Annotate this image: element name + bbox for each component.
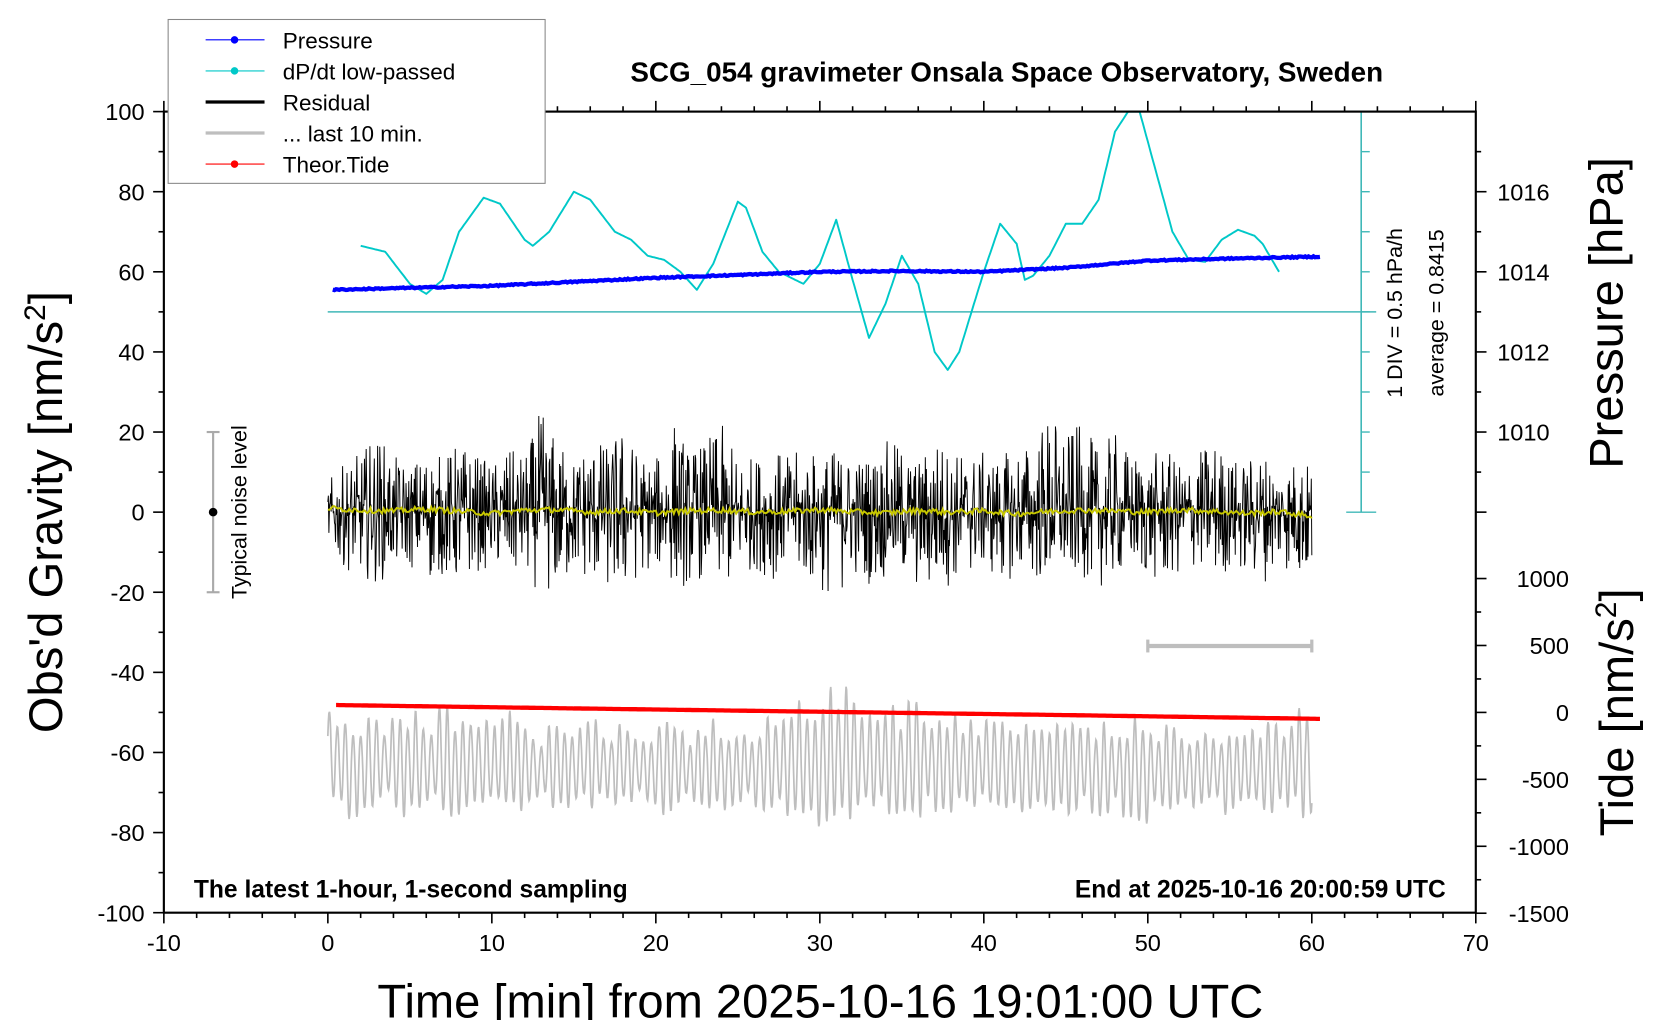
x-tick-label: 70 bbox=[1463, 930, 1489, 956]
smoothed-residual-line bbox=[327, 504, 1313, 519]
tide-tick-label: -500 bbox=[1522, 767, 1569, 793]
tide-tick-label: 0 bbox=[1556, 700, 1569, 726]
x-tick-label: 30 bbox=[807, 930, 833, 956]
y-axis-label-pressure: Pressure [hPa] bbox=[1580, 157, 1633, 469]
legend-swatch-dot bbox=[230, 67, 239, 75]
x-tick-label: 60 bbox=[1299, 930, 1325, 956]
x-tick-label: 10 bbox=[479, 930, 505, 956]
x-axis-label: Time [min] from 2025-10-16 19:01:00 UTC bbox=[377, 975, 1263, 1020]
noise-level-dot bbox=[208, 507, 218, 517]
y-tick-label: 80 bbox=[118, 179, 144, 205]
pressure-line bbox=[332, 253, 1321, 293]
tide-tick-label: 500 bbox=[1530, 633, 1569, 659]
annotation-bottom-left: The latest 1-hour, 1-second sampling bbox=[194, 877, 628, 904]
annotation-bottom-right: End at 2025-10-16 20:00:59 UTC bbox=[1075, 877, 1446, 904]
y-axis-label-gravity: Obs'd Gravity [nm/s2] bbox=[19, 291, 72, 733]
axes: -10 0 10 20 30 40 50 60 70-100-80-60-40-20020406… bbox=[97, 99, 1569, 956]
residual-line bbox=[327, 415, 1313, 591]
noise-level-label: Typical noise level bbox=[227, 425, 251, 599]
pressure-tick-label: 1014 bbox=[1497, 259, 1549, 285]
y-tick-label: -20 bbox=[111, 580, 145, 606]
y-tick-label: 100 bbox=[105, 99, 144, 125]
y-tick-label: -100 bbox=[97, 900, 144, 926]
y-tick-label: -40 bbox=[111, 660, 145, 686]
plot-marks bbox=[206, 110, 1377, 827]
legend-swatch-dot bbox=[230, 36, 239, 44]
tide-tick-label: 1000 bbox=[1517, 566, 1569, 592]
y-axis-label-tide: Tide [nm/s2] bbox=[1590, 588, 1643, 836]
chart-title: SCG_054 gravimeter Onsala Space Observat… bbox=[630, 57, 1383, 88]
legend-label: dP/dt low-passed bbox=[283, 59, 455, 84]
y-tick-label: 0 bbox=[131, 500, 144, 526]
y-tick-label: -80 bbox=[111, 820, 145, 846]
x-tick-label: 40 bbox=[971, 930, 997, 956]
dpdt-line bbox=[360, 110, 1280, 371]
x-tick-label: 0 bbox=[321, 930, 334, 956]
legend-label: Theor.Tide bbox=[283, 153, 390, 178]
x-tick-label: -10 bbox=[147, 930, 181, 956]
y-tick-label: 40 bbox=[118, 339, 144, 365]
legend-swatch-dot bbox=[230, 160, 239, 168]
x-tick-label: 20 bbox=[643, 930, 669, 956]
pressure-tick-label: 1016 bbox=[1497, 179, 1549, 205]
last-10-min-line bbox=[326, 686, 1313, 827]
x-tick-label: 50 bbox=[1135, 930, 1161, 956]
pressure-tick-label: 1012 bbox=[1497, 339, 1549, 365]
theoretical-tide-line bbox=[336, 702, 1320, 721]
y-tick-label: 60 bbox=[118, 259, 144, 285]
y-tick-label: -60 bbox=[111, 740, 145, 766]
legend-label: Residual bbox=[283, 91, 371, 116]
y-tick-label: 20 bbox=[118, 420, 144, 446]
dpdt-scale-label: 1 DIV = 0.5 hPa/h bbox=[1383, 228, 1407, 398]
legend-label: Pressure bbox=[283, 28, 373, 53]
dpdt-average-label: average = 0.8415 bbox=[1425, 229, 1449, 396]
legend-label: ... last 10 min. bbox=[283, 122, 423, 147]
tide-tick-label: -1000 bbox=[1509, 834, 1569, 860]
pressure-tick-label: 1010 bbox=[1497, 420, 1549, 446]
tide-tick-label: -1500 bbox=[1509, 901, 1569, 927]
legend: Pressure dP/dt low-passed Residual ... last… bbox=[167, 18, 546, 184]
